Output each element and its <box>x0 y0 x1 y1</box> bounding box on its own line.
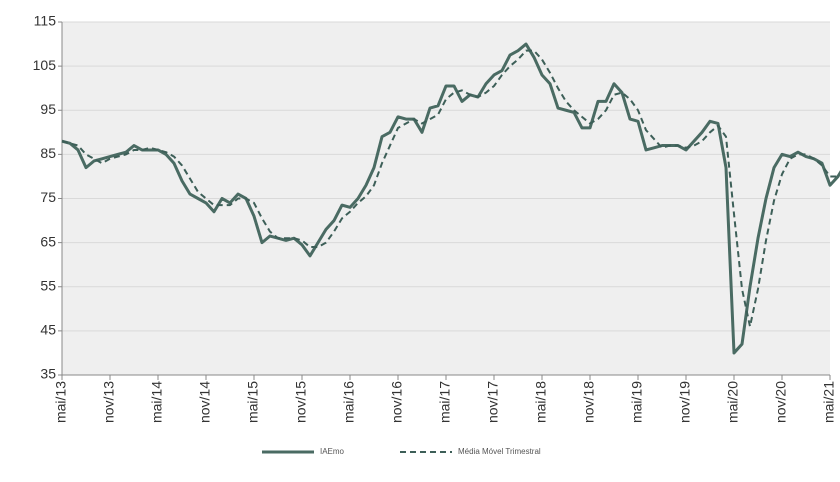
legend: IAEmo Média Móvel Trimestral <box>262 447 541 456</box>
legend-label: IAEmo <box>320 447 345 456</box>
x-tick-label: nov/15 <box>293 381 309 423</box>
x-tick-label: nov/17 <box>485 381 501 423</box>
x-tick-label: nov/16 <box>389 381 405 423</box>
x-tick-label: mai/20 <box>725 381 741 423</box>
x-tick-label: mai/18 <box>533 381 549 423</box>
x-tick-label: mai/16 <box>341 381 357 423</box>
y-tick-label: 35 <box>40 366 56 382</box>
x-tick-label: mai/17 <box>437 381 453 423</box>
series-line <box>61 42 840 355</box>
y-tick-label: 55 <box>40 277 56 293</box>
x-tick-label: nov/14 <box>197 381 213 423</box>
x-tick-label: nov/19 <box>677 381 693 423</box>
x-tick-label: mai/13 <box>53 381 69 423</box>
x-tick-label: mai/19 <box>629 381 645 423</box>
x-tick-label: nov/13 <box>101 381 117 423</box>
legend-label: Média Móvel Trimestral <box>458 447 541 456</box>
y-tick-label: 45 <box>40 322 56 338</box>
y-tick-label: 95 <box>40 101 56 117</box>
y-tick-label: 65 <box>40 233 56 249</box>
x-tick-label: nov/20 <box>773 381 789 423</box>
y-tick-label: 105 <box>33 57 57 73</box>
y-tick-label: 85 <box>40 145 56 161</box>
x-tick-label: mai/15 <box>245 381 261 423</box>
y-tick-label: 75 <box>40 189 56 205</box>
x-tick-label: nov/18 <box>581 381 597 423</box>
x-tick-label: mai/21 <box>821 381 837 423</box>
x-tick-label: mai/14 <box>149 381 165 423</box>
y-tick-label: 115 <box>34 13 57 29</box>
